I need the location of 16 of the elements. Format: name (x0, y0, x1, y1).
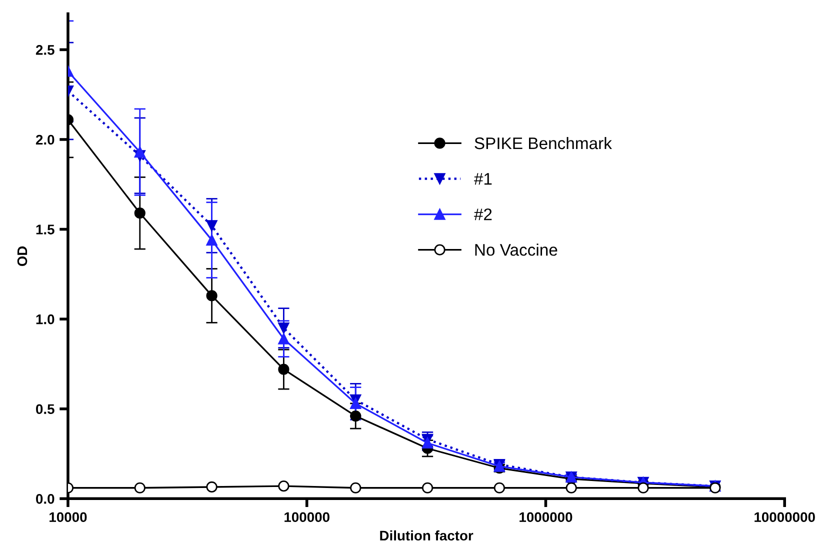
x-axis-title: Dilution factor (380, 530, 474, 541)
legend-label: #1 (474, 173, 492, 185)
y-tick-label: 0.5 (36, 404, 54, 414)
y-tick-label: 2.5 (36, 45, 54, 55)
y-tick-label: 2.0 (36, 134, 54, 145)
y-tick-label: 1.5 (36, 224, 54, 234)
y-tick-label: 0.0 (36, 494, 54, 504)
x-tick-label: 10000000 (754, 512, 815, 522)
y-axis-title: OD (17, 246, 28, 266)
x-tick-label: 1000000 (520, 512, 572, 522)
x-tick-label: 10000 (50, 512, 87, 522)
y-tick-label: 1.0 (36, 314, 54, 324)
x-tick-label: 100000 (284, 512, 330, 522)
legend-label: No Vaccine (475, 244, 558, 256)
legend-label: SPIKE Benchmark (474, 136, 612, 150)
legend-label: #2 (474, 208, 492, 220)
